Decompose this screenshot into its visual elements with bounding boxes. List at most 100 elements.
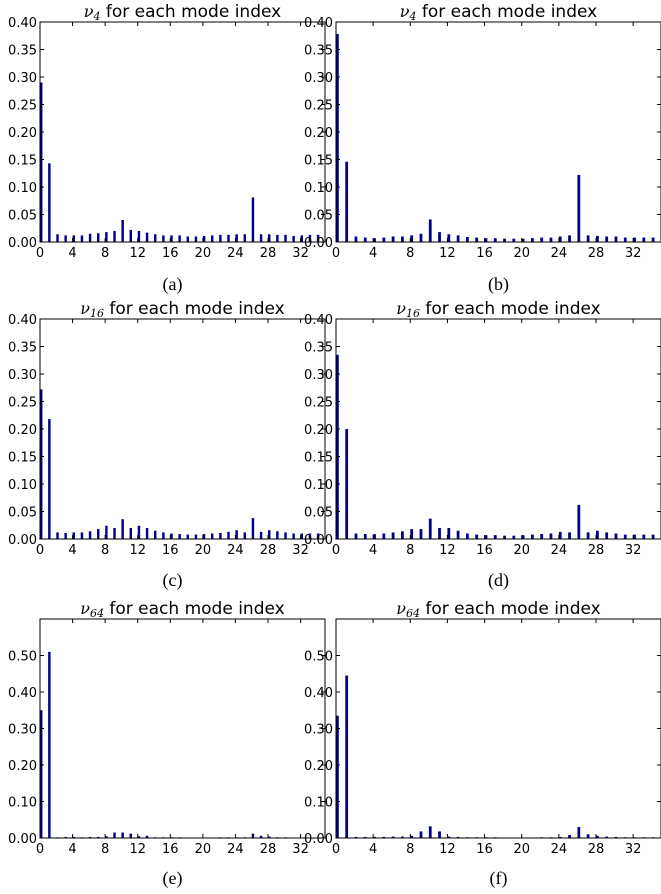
- y-tick-label: 0.35: [8, 44, 37, 59]
- bar: [438, 528, 441, 539]
- bar: [540, 534, 544, 539]
- y-tick-label: 0.40: [8, 686, 37, 701]
- bar: [202, 235, 206, 242]
- bar: [558, 531, 562, 539]
- bar: [48, 651, 51, 838]
- bar: [219, 532, 222, 539]
- bar: [145, 835, 149, 838]
- bar: [391, 532, 395, 539]
- bar: [633, 237, 636, 242]
- y-tick-label: 0.00: [304, 832, 333, 847]
- bar: [129, 528, 133, 539]
- y-tick-label: 0.25: [8, 396, 37, 411]
- bar: [113, 832, 116, 838]
- bar: [129, 229, 133, 242]
- x-tick-label: 0: [332, 246, 340, 261]
- x-tick-label: 8: [406, 543, 414, 558]
- bar: [80, 532, 84, 539]
- x-tick-label: 12: [129, 543, 146, 558]
- bar: [276, 234, 279, 242]
- y-tick-label: 0.20: [304, 759, 333, 774]
- title-symbol: ν: [80, 299, 90, 318]
- bar: [345, 161, 349, 242]
- bar: [596, 235, 599, 242]
- bar: [308, 234, 312, 242]
- panel-caption: (f): [490, 868, 508, 889]
- x-tick-label: 4: [369, 246, 377, 261]
- y-tick-label: 0.40: [8, 313, 37, 328]
- x-tick-label: 24: [227, 842, 244, 857]
- bar: [145, 232, 149, 242]
- bar: [484, 535, 488, 539]
- bar: [363, 836, 367, 838]
- chart-panel: ν16 for each mode index0.000.050.100.150…: [304, 299, 661, 591]
- x-tick-label: 4: [68, 543, 76, 558]
- bar: [466, 533, 469, 539]
- bar: [284, 532, 287, 539]
- bar: [97, 233, 100, 242]
- x-tick-label: 8: [101, 842, 109, 857]
- x-tick-label: 24: [551, 246, 568, 261]
- bar: [651, 237, 655, 242]
- bar: [178, 235, 181, 242]
- bar: [401, 236, 404, 242]
- y-tick-label: 0.15: [8, 154, 37, 169]
- bar: [410, 529, 414, 539]
- bar: [154, 234, 157, 242]
- bar: [401, 836, 404, 838]
- bar: [113, 528, 116, 539]
- bar: [64, 836, 67, 838]
- title-symbol: ν: [396, 299, 406, 318]
- y-tick-label: 0.40: [304, 16, 333, 31]
- y-tick-label: 0.50: [8, 650, 37, 665]
- bar: [56, 532, 59, 539]
- bar: [97, 836, 100, 838]
- x-tick-label: 32: [625, 543, 642, 558]
- x-tick-label: 24: [227, 246, 244, 261]
- y-tick-label: 0.00: [304, 236, 333, 251]
- bar: [447, 234, 451, 242]
- title-subscript: 16: [90, 307, 104, 320]
- bar: [456, 530, 460, 539]
- plot-frame: [335, 318, 661, 540]
- y-tick-label: 0.20: [8, 423, 37, 438]
- bar: [137, 231, 141, 242]
- bar: [235, 530, 238, 539]
- bar: [243, 532, 247, 539]
- bar: [354, 533, 358, 539]
- bar: [531, 238, 534, 242]
- y-tick-label: 0.20: [8, 759, 37, 774]
- bar: [614, 533, 618, 539]
- x-tick-label: 32: [625, 246, 642, 261]
- bar: [227, 531, 230, 539]
- y-tick-label: 0.40: [8, 16, 37, 31]
- bar: [88, 836, 92, 838]
- x-tick-label: 20: [195, 246, 212, 261]
- bar: [382, 836, 386, 838]
- bar: [105, 525, 108, 539]
- bar: [300, 533, 304, 539]
- bar: [586, 235, 590, 242]
- bar: [373, 836, 376, 838]
- x-tick-label: 4: [369, 543, 377, 558]
- bar: [623, 237, 627, 242]
- panel-caption: (e): [163, 868, 183, 889]
- bar: [336, 715, 339, 838]
- x-tick-label: 8: [406, 246, 414, 261]
- bar: [121, 220, 124, 242]
- y-tick-label: 0.20: [8, 126, 37, 141]
- plot-frame: [335, 21, 661, 243]
- y-tick-label: 0.05: [8, 506, 37, 521]
- title-text: for each mode index: [420, 599, 601, 619]
- x-tick-label: 4: [369, 842, 377, 857]
- x-tick-label: 32: [625, 842, 642, 857]
- bar: [558, 236, 562, 242]
- y-tick-label: 0.50: [304, 650, 333, 665]
- y-tick-label: 0.30: [8, 723, 37, 738]
- bar: [113, 231, 116, 242]
- bar: [558, 836, 562, 838]
- bar: [428, 518, 432, 539]
- bar: [466, 237, 469, 242]
- title-symbol: ν: [84, 2, 94, 21]
- bar: [202, 534, 206, 539]
